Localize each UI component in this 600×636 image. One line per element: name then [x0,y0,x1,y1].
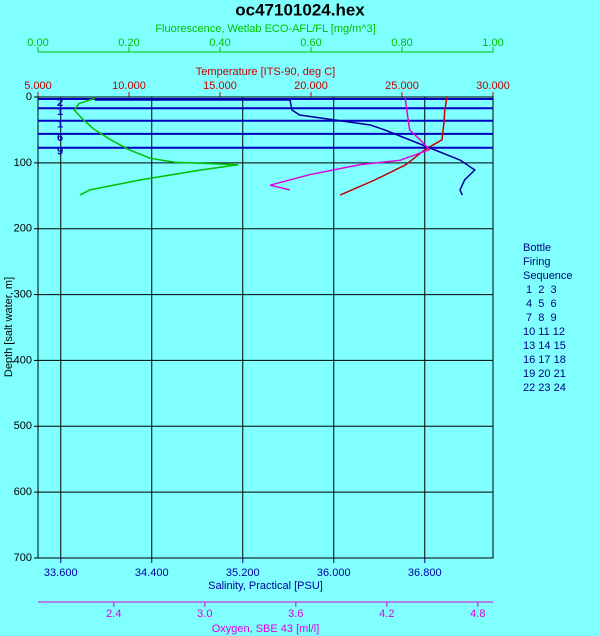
x-tick-label: 33.600 [44,567,78,579]
legend-text: 7 8 9 [523,312,557,324]
axis-title: Oxygen, SBE 43 [ml/l] [212,623,320,635]
x-tick-label: 4.2 [379,608,394,620]
x-tick-label: 20.000 [294,80,328,92]
y-axis-label: Depth [salt water, m] [3,277,15,377]
bottle-label: 1 [57,106,63,118]
x-tick-label: 0.00 [27,37,48,49]
y-tick-label: 400 [14,354,32,366]
profile-line [94,99,476,196]
x-tick-label: 10.000 [112,80,146,92]
x-tick-label: 35.200 [226,567,260,579]
profile-line [269,96,431,191]
x-tick-label: 36.000 [317,567,351,579]
legend-text: 1 2 3 [523,284,557,296]
x-tick-label: 30.000 [476,80,510,92]
bottle-label: 1 [57,119,63,131]
x-tick-label: 0.20 [118,37,139,49]
x-tick-label: 0.80 [391,37,412,49]
legend-text: 16 17 18 [523,354,566,366]
bottle-label: 9 [57,146,63,158]
x-tick-label: 3.6 [288,608,303,620]
axis-title: Salinity, Practical [PSU] [208,580,323,592]
bottle-label: 6 [57,132,63,144]
legend-text: 13 14 15 [523,340,566,352]
legend-text: Bottle [523,242,551,254]
y-tick-label: 700 [14,552,32,564]
y-tick-label: 200 [14,223,32,235]
x-tick-label: 0.60 [300,37,321,49]
axis-title: Fluorescence, Wetlab ECO-AFL/FL [mg/m^3] [155,23,375,35]
legend-text: Firing [523,256,551,268]
x-tick-label: 5.000 [24,80,52,92]
y-tick-label: 300 [14,288,32,300]
legend-text: 22 23 24 [523,382,566,394]
profile-line [73,97,239,196]
profile-line [339,96,448,196]
y-tick-label: 500 [14,420,32,432]
x-tick-label: 1.00 [482,37,503,49]
bottle-label: 2 [57,97,63,109]
x-tick-label: 25.000 [385,80,419,92]
x-tick-label: 36.800 [408,567,442,579]
plot-frame [37,96,494,559]
x-tick-label: 34.400 [135,567,169,579]
legend-text: Sequence [523,270,573,282]
y-tick-label: 600 [14,486,32,498]
x-tick-label: 4.8 [470,608,485,620]
axis-title: Temperature [ITS-90, deg C] [196,66,335,78]
y-tick-label: 100 [14,157,32,169]
y-tick-label: 0 [26,91,32,103]
x-tick-label: 0.40 [209,37,230,49]
x-tick-label: 3.0 [197,608,212,620]
x-tick-label: 2.4 [106,608,121,620]
legend-text: 19 20 21 [523,368,566,380]
chart-title: oc47101024.hex [235,0,365,19]
legend-text: 10 11 12 [523,326,565,338]
x-tick-label: 15.000 [203,80,237,92]
legend-text: 4 5 6 [523,298,557,310]
